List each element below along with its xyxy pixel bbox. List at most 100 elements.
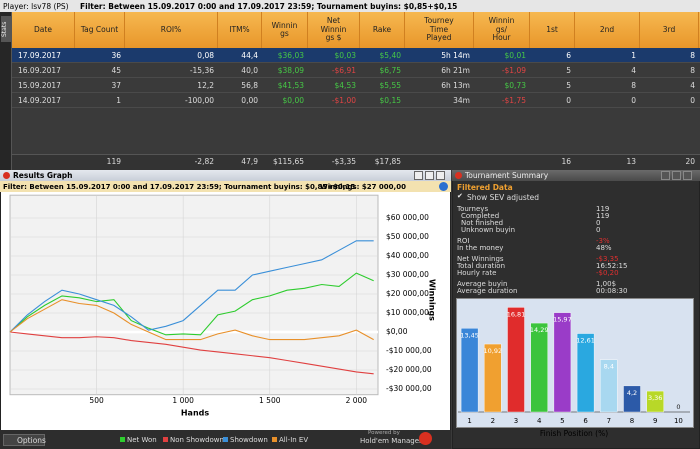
- total-cell: 119: [106, 157, 121, 166]
- summary-label: In the money: [457, 244, 504, 252]
- summary-label: ROI: [457, 237, 470, 245]
- summary-value: -$0,20: [596, 269, 619, 277]
- summary-value: 119: [596, 205, 610, 213]
- column-header: 2nd: [575, 12, 640, 48]
- summary-title-bar: [452, 170, 700, 181]
- section-title: Filtered Data: [457, 183, 513, 192]
- summary-title: Tournament Summary: [465, 171, 549, 180]
- table-cell: $0,01: [504, 51, 526, 60]
- table-cell: 4: [631, 66, 636, 75]
- column-header: Winnin gs/ Hour: [474, 12, 530, 48]
- summary-label: Total duration: [457, 262, 506, 270]
- table-row[interactable]: [12, 78, 700, 93]
- sev-checkbox[interactable]: ✔: [457, 192, 463, 200]
- minimize-button[interactable]: [414, 171, 423, 180]
- table-cell: 34m: [453, 96, 470, 105]
- table-cell: $0,73: [504, 81, 526, 90]
- table-cell: 44,4: [241, 51, 258, 60]
- column-header: ITM%: [218, 12, 262, 48]
- column-header: Winnin gs: [262, 12, 308, 48]
- maximize-button[interactable]: [672, 171, 681, 180]
- table-cell: 6h 13m: [441, 81, 470, 90]
- table-cell: $4,53: [334, 81, 356, 90]
- table-cell: $41,53: [277, 81, 304, 90]
- table-cell: -$1,00: [331, 96, 356, 105]
- minimize-button[interactable]: [661, 171, 670, 180]
- total-cell: 16: [561, 157, 571, 166]
- table-cell: $0,15: [379, 96, 401, 105]
- side-strip: [0, 12, 12, 170]
- finish-chart-bg: [456, 298, 694, 428]
- table-cell: 5h 14m: [441, 51, 470, 60]
- table-cell: $36,03: [277, 51, 304, 60]
- table-cell: 56,8: [241, 81, 258, 90]
- graph-filter-bar: [0, 181, 451, 192]
- options-button[interactable]: Options: [3, 434, 46, 446]
- total-cell: 20: [685, 157, 695, 166]
- brand-logo: [419, 432, 432, 445]
- stats-tab[interactable]: Stats: [1, 16, 11, 42]
- table-cell: 0: [690, 96, 695, 105]
- summary-value: 0: [596, 226, 601, 234]
- table-cell: $5,40: [379, 51, 401, 60]
- close-button[interactable]: [683, 171, 692, 180]
- column-header: Net Winnin gs $: [308, 12, 360, 48]
- table-cell: 0,08: [197, 51, 214, 60]
- maximize-button[interactable]: [425, 171, 434, 180]
- total-cell: 13: [626, 157, 636, 166]
- table-row[interactable]: [12, 63, 700, 78]
- table-cell: 1: [116, 96, 121, 105]
- column-header: Tag Count: [75, 12, 125, 48]
- table-cell: -$1,75: [501, 96, 526, 105]
- table-cell: 40,0: [241, 66, 258, 75]
- summary-value: 48%: [596, 244, 612, 252]
- table-cell: -$1,09: [501, 66, 526, 75]
- table-row[interactable]: [12, 93, 700, 108]
- close-button[interactable]: [436, 171, 445, 180]
- table-cell: $6,75: [379, 66, 401, 75]
- table-row[interactable]: [12, 48, 700, 63]
- graph-winnings: Winnings: $27 000,00: [320, 183, 406, 191]
- summary-value: 0: [596, 219, 601, 227]
- table-header: [12, 12, 700, 48]
- column-header: Rake: [360, 12, 405, 48]
- graph-panel: [0, 170, 451, 449]
- column-header: 3rd: [640, 12, 699, 48]
- table-cell: 5: [566, 66, 571, 75]
- table-cell: 6: [566, 51, 571, 60]
- filter-label: Filter: Between 15.09.2017 0:00 and 17.0…: [80, 2, 458, 11]
- table-cell: 16.09.2017: [18, 66, 61, 75]
- column-header: Date: [12, 12, 75, 48]
- table-cell: $5,55: [379, 81, 401, 90]
- summary-label: Hourly rate: [457, 269, 497, 277]
- table-cell: 8: [690, 51, 695, 60]
- graph-title-bar: [0, 170, 451, 181]
- table-cell: 0,00: [241, 96, 258, 105]
- table-cell: 0: [631, 96, 636, 105]
- sev-label: Show SEV adjusted: [467, 193, 540, 202]
- total-cell: $115,65: [272, 157, 304, 166]
- total-cell: -$3,35: [331, 157, 356, 166]
- summary-label: Tourneys: [457, 205, 489, 213]
- table-cell: 1: [631, 51, 636, 60]
- table-cell: $0,00: [282, 96, 304, 105]
- powered-by: Powered by: [368, 430, 400, 436]
- total-cell: $17,85: [374, 157, 401, 166]
- table-cell: -100,00: [185, 96, 214, 105]
- table-cell: 5: [566, 81, 571, 90]
- table-cell: -$6,91: [331, 66, 356, 75]
- summary-value: 16:52:15: [596, 262, 628, 270]
- table-cell: $0,03: [334, 51, 356, 60]
- app-icon: [3, 172, 10, 179]
- brand: Hold'em Manager: [360, 437, 422, 445]
- summary-value: -$3,35: [596, 255, 619, 263]
- table-cell: $38,09: [277, 66, 304, 75]
- summary-label: Average buyin: [457, 280, 508, 288]
- summary-value: 00:08:30: [596, 287, 628, 295]
- table-cell: 37: [111, 81, 121, 90]
- help-icon[interactable]: [439, 182, 448, 191]
- table-cell: 36: [111, 51, 121, 60]
- summary-value: 119: [596, 212, 610, 220]
- table-cell: 6h 21m: [441, 66, 470, 75]
